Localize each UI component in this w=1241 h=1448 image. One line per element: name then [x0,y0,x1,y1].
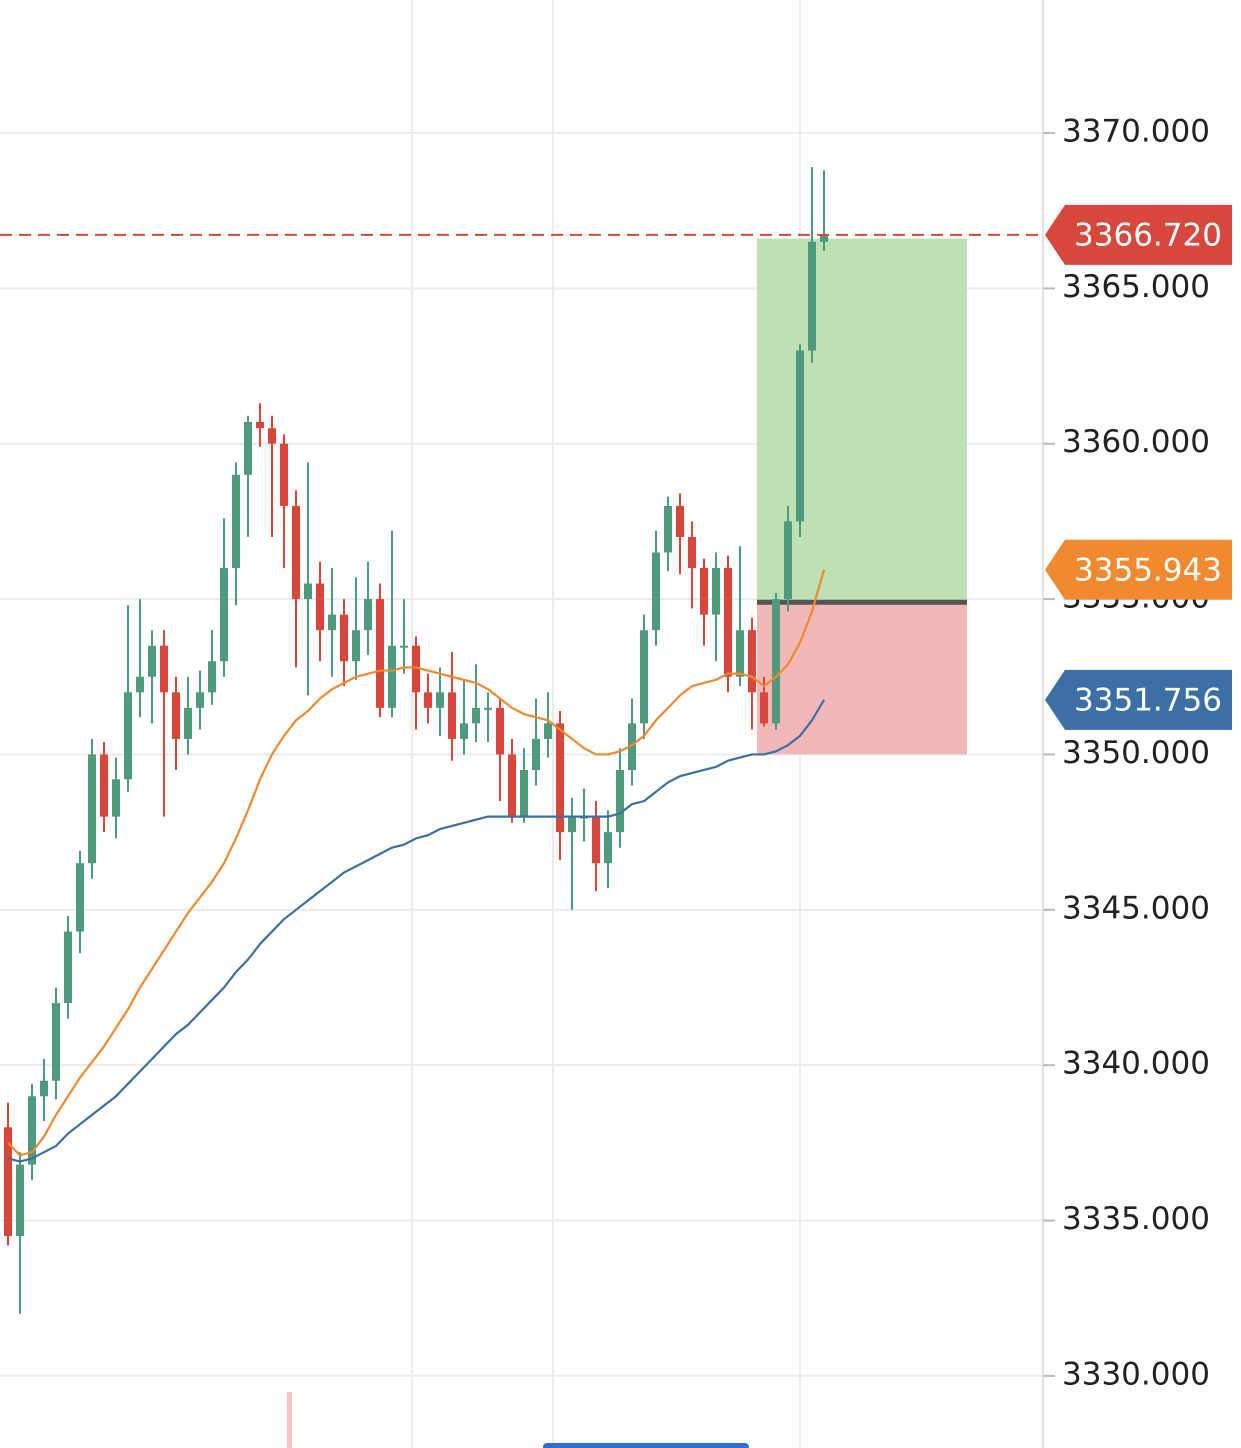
price-tag: 3355.943 [1045,539,1232,600]
candle-body [592,816,600,864]
candle-body [784,521,792,600]
candle-body [64,931,72,1004]
candle-body [484,707,492,710]
price-tag-bg [1045,539,1232,600]
candle-body [196,692,204,708]
candle-body [28,1096,36,1165]
candle-body [304,583,312,600]
candle-body [76,863,84,932]
candle-body [496,707,504,755]
candle-body [112,779,120,817]
candle-body [172,692,180,739]
position-tool [757,238,967,755]
candle-body [208,661,216,693]
candle-body [184,707,192,739]
candle-body [232,474,240,569]
candle-body [796,350,804,522]
candle-body [556,723,564,833]
candle-body [664,505,672,553]
candle-body [268,428,276,444]
moving-average [7,569,826,1157]
axis-labels: 3330.000 3335.000 3340.000 3345.000 3350.000… [1043,113,1232,1392]
y-tick-label: 3370.000 [1062,113,1210,149]
price-tag-label: 3355.943 [1074,552,1222,588]
candle-body [448,692,456,739]
candle-body [820,234,828,242]
candle-body [520,769,528,817]
candle-body [652,552,660,631]
candle-body [712,568,720,615]
candle-body [388,645,396,708]
candle-body [244,421,252,475]
candle-body [424,692,432,708]
candle-body [88,754,96,864]
candle-body [40,1080,48,1097]
candle-body [688,536,696,569]
candle-body [280,443,288,506]
candle-body [256,421,264,429]
candle-body [772,599,780,724]
candle-body [292,505,300,600]
candle-body [760,692,768,724]
candle-body [532,738,540,770]
candle-body [340,614,348,662]
candle-body [4,1127,12,1237]
candle-body [52,1003,60,1081]
candle-body [220,568,228,662]
candle-body [376,599,384,708]
y-tick-label: 3350.000 [1062,735,1210,771]
price-tag-bg [1045,204,1232,265]
candle-body [568,816,576,833]
candle-body [808,241,816,351]
candle-body [472,707,480,724]
candle-body [604,832,612,864]
candle-body [100,754,108,817]
stop-zone [757,602,967,755]
price-tag-label: 3366.720 [1074,217,1222,253]
price-tag: 3366.720 [1045,204,1232,265]
candle-body [148,645,156,677]
candle-body [628,723,636,770]
candle-body [460,723,468,739]
candle-body [328,614,336,631]
price-tag-label: 3351.756 [1074,682,1222,718]
candle-body [364,599,372,631]
y-tick-label: 3335.000 [1062,1201,1210,1237]
y-tick-label: 3360.000 [1062,424,1210,460]
candle-body [544,723,552,739]
crop-artifact [543,1443,749,1448]
y-tick-label: 3365.000 [1062,269,1210,305]
candle-body [748,630,756,693]
price-tag-bg [1045,669,1232,730]
crop-artifact [287,1392,292,1448]
candle-body [16,1164,24,1237]
y-tick-label: 3340.000 [1062,1046,1210,1082]
candle-body [136,676,144,693]
candles [0,167,1043,1314]
moving-average [7,699,825,1163]
candle-body [676,505,684,537]
candle-body [436,692,444,708]
y-tick-label: 3345.000 [1062,890,1210,926]
candle-body [700,568,708,615]
candle-body [412,645,420,693]
candle-body [736,630,744,677]
candle-body [616,769,624,833]
candle-body [160,645,168,693]
candle-body [640,630,648,724]
candle-body [724,568,732,677]
candle-body [124,692,132,780]
candle-body [400,645,408,648]
y-tick-label: 3330.000 [1062,1356,1210,1392]
candle-body [508,754,516,817]
candle-body [352,630,360,662]
candle-body [316,583,324,631]
price-tag: 3351.756 [1045,669,1232,730]
